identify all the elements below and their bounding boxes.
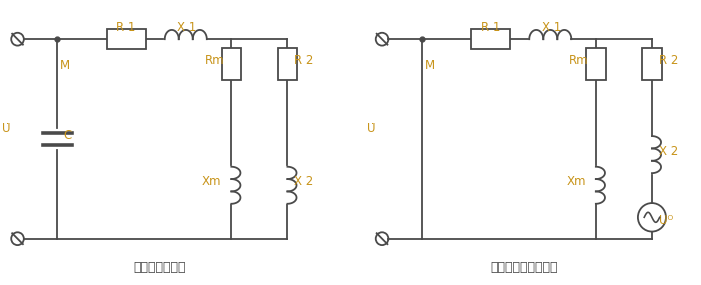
- Text: R 2: R 2: [659, 54, 679, 67]
- Text: U̇: U̇: [367, 122, 375, 135]
- Text: M: M: [60, 59, 70, 72]
- Text: R 1: R 1: [116, 21, 136, 34]
- Text: X 1: X 1: [177, 21, 196, 34]
- Bar: [222, 48, 241, 80]
- Text: U̇: U̇: [2, 122, 11, 135]
- Text: Xm: Xm: [202, 175, 222, 188]
- Bar: [642, 48, 662, 80]
- Bar: [107, 29, 146, 49]
- Text: X 2: X 2: [294, 175, 313, 188]
- Bar: [471, 29, 510, 49]
- Bar: [278, 48, 297, 80]
- Text: Rm: Rm: [569, 54, 589, 67]
- Text: X 1: X 1: [542, 21, 561, 34]
- Text: C: C: [63, 129, 72, 142]
- Text: Rm: Rm: [205, 54, 224, 67]
- Text: M: M: [425, 59, 435, 72]
- Text: R 1: R 1: [481, 21, 501, 34]
- Text: 电容补偿原理图: 电容补偿原理图: [133, 261, 186, 274]
- Text: 静止式进相器补偿图: 静止式进相器补偿图: [490, 261, 558, 274]
- Text: R 2: R 2: [294, 54, 314, 67]
- Text: Uᴼ: Uᴼ: [659, 214, 673, 227]
- Text: X 2: X 2: [659, 144, 678, 158]
- Bar: [586, 48, 606, 80]
- Text: Xm: Xm: [566, 175, 586, 188]
